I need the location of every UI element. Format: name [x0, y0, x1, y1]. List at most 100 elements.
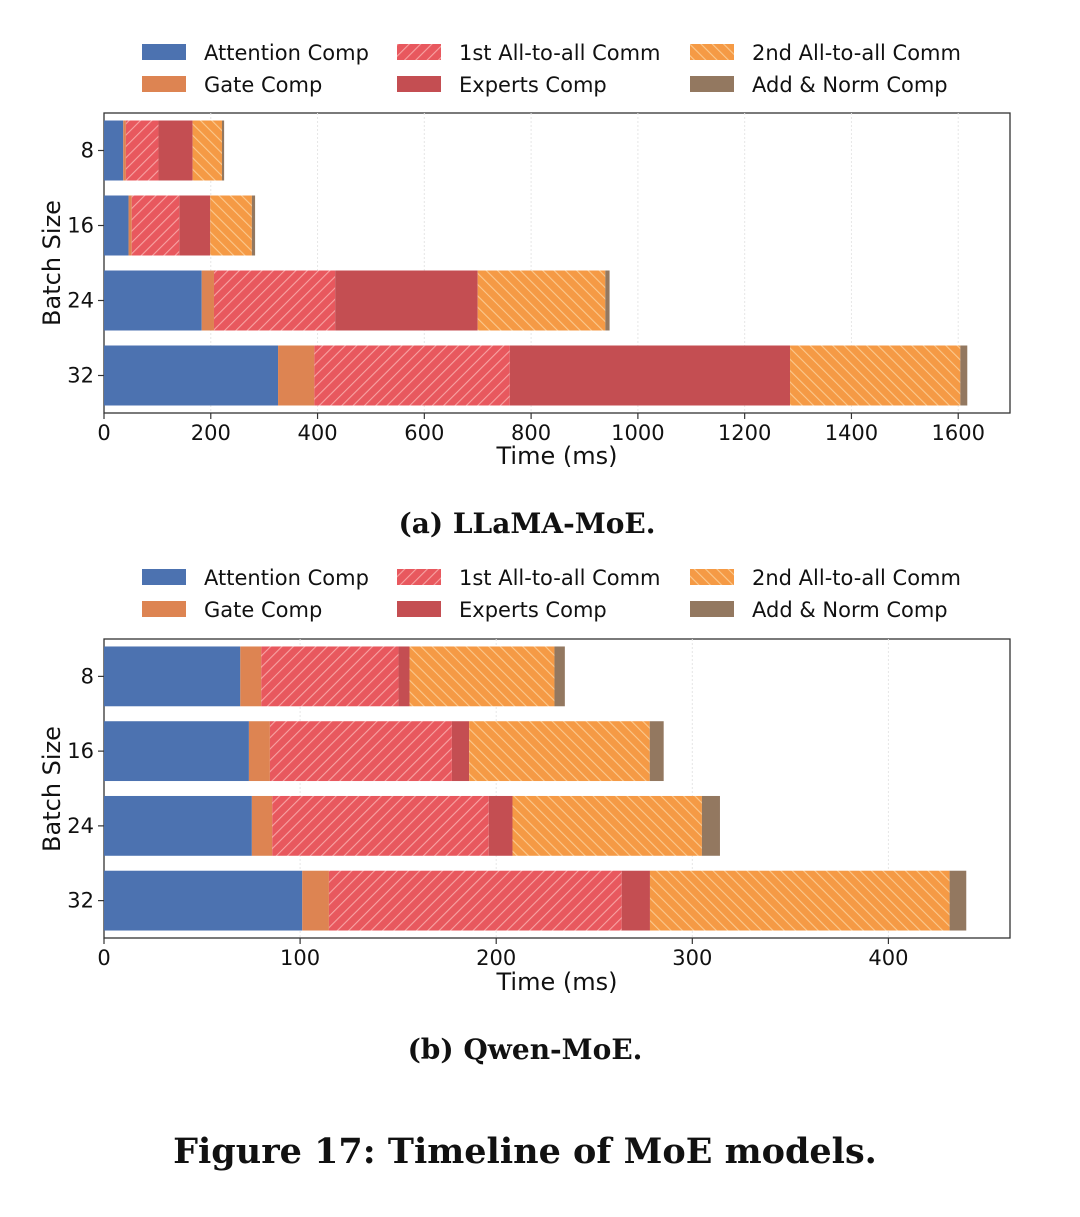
bar-segment-gate-comp: Gate Comp: 6 ms: [128, 195, 132, 256]
legend-label: 2nd All-to-all Comm: [752, 41, 961, 65]
figure-caption: Figure 17: Timeline of MoE models.: [173, 1131, 877, 1172]
bar-segment-gate-comp: Gate Comp: 68 ms: [278, 345, 315, 406]
chart-qwen-moe: Attention Comp 1st All-to-all Comm 2nd All…: [38, 566, 1011, 1066]
bar-row-batch-8: Attention Comp: 69.5 msGate Comp: 10.7 m…: [104, 646, 565, 707]
bar-segment-gate-comp: Gate Comp: 13.6 ms: [302, 870, 329, 931]
bar-row-batch-16: Attention Comp: 73.9 msGate Comp: 10.7 m…: [104, 721, 664, 782]
bar-segment-attention-comp: Attention Comp: 36 ms: [104, 120, 124, 181]
legend-item-add-and-norm-comp: Add & Norm Comp: [690, 73, 948, 97]
legend-swatch: [690, 44, 734, 60]
bar-segment-add-and-norm-comp: Add & Norm Comp: 13 ms: [960, 345, 968, 406]
x-tick-label: 600: [404, 421, 444, 445]
bar-segment-add-and-norm-comp: Add & Norm Comp: 8 ms: [605, 270, 610, 331]
legend-swatch: [397, 76, 441, 92]
legend-item-1st-all-to-all-comm: 1st All-to-all Comm: [397, 566, 661, 590]
y-axis-ticks: 8 16 24 32: [67, 139, 104, 388]
legend-swatch: [397, 601, 441, 617]
bar-segment-add-and-norm-comp: Add & Norm Comp: 8.5 ms: [949, 870, 967, 931]
x-tick-label: 0: [97, 421, 110, 445]
y-tick-label: 24: [67, 814, 94, 838]
bar-segment-2nd-all-to-all-comm: 2nd All-to-all Comm: 92.1 ms: [469, 721, 650, 782]
bar-segment-experts-comp: Experts Comp: 64 ms: [158, 120, 193, 181]
legend-label: Experts Comp: [459, 598, 607, 622]
bar-segment-1st-all-to-all-comm: 1st All-to-all Comm: 89 ms: [131, 195, 180, 256]
legend-swatch: [690, 76, 734, 92]
bar-segment-attention-comp: Attention Comp: 101.1 ms: [104, 870, 303, 931]
chart-llama-moe: Attention Comp 1st All-to-all Comm 2nd All…: [38, 41, 1011, 540]
x-tick-label: 0: [97, 946, 110, 970]
subfigure-caption: (a) LLaMA-MoE.: [398, 507, 655, 540]
x-axis-label: Time (ms): [496, 442, 618, 470]
legend-item-experts-comp: Experts Comp: [397, 73, 607, 97]
subfigure-caption: (b) Qwen-MoE.: [408, 1033, 643, 1066]
bar-segment-gate-comp: Gate Comp: 10.7 ms: [248, 721, 270, 782]
bar-segment-add-and-norm-comp: Add & Norm Comp: 7.1 ms: [649, 721, 664, 782]
legend-swatch: [397, 44, 441, 60]
y-tick-label: 16: [67, 739, 94, 763]
bar-segment-experts-comp: Experts Comp: 12.1 ms: [488, 795, 513, 856]
legend-swatch: [690, 569, 734, 585]
y-axis-ticks: 8 16 24 32: [67, 664, 104, 913]
y-tick-label: 8: [81, 139, 94, 163]
x-tick-label: 400: [868, 946, 908, 970]
x-tick-label: 1600: [931, 421, 984, 445]
bar-row-batch-16: Attention Comp: 46 msGate Comp: 6 ms1st …: [104, 195, 256, 256]
bar-segment-attention-comp: Attention Comp: 69.5 ms: [104, 646, 241, 707]
legend-swatch: [142, 601, 186, 617]
bar-segment-attention-comp: Attention Comp: 183 ms: [104, 270, 202, 331]
bar-segment-1st-all-to-all-comm: 1st All-to-all Comm: 149.3 ms: [328, 870, 622, 931]
x-tick-label: 300: [672, 946, 712, 970]
bar-row-batch-8: Attention Comp: 36 msGate Comp: 5 ms1st …: [104, 120, 225, 181]
x-axis-label: Time (ms): [496, 968, 618, 996]
bar-segment-add-and-norm-comp: Add & Norm Comp: 9.2 ms: [701, 795, 720, 856]
bar-segment-2nd-all-to-all-comm: 2nd All-to-all Comm: 96.6 ms: [512, 795, 702, 856]
x-tick-label: 100: [280, 946, 320, 970]
legend-label: Add & Norm Comp: [752, 598, 948, 622]
y-tick-label: 32: [67, 364, 94, 388]
legend-item-2nd-all-to-all-comm: 2nd All-to-all Comm: [690, 566, 961, 590]
bar-segment-2nd-all-to-all-comm: 2nd All-to-all Comm: 239 ms: [477, 270, 606, 331]
x-tick-label: 800: [511, 421, 551, 445]
bar-segment-gate-comp: Gate Comp: 10.4 ms: [251, 795, 273, 856]
legend-label: Gate Comp: [204, 598, 322, 622]
legend-item-gate-comp: Gate Comp: [142, 73, 322, 97]
bar-segment-attention-comp: Attention Comp: 46 ms: [104, 195, 129, 256]
bar-segment-experts-comp: Experts Comp: 525 ms: [509, 345, 791, 406]
legend-label: 2nd All-to-all Comm: [752, 566, 961, 590]
bar-row-batch-32: Attention Comp: 326 msGate Comp: 68 ms1s…: [104, 345, 968, 406]
bar-segment-experts-comp: Experts Comp: 5.6 ms: [398, 646, 410, 707]
y-tick-label: 8: [81, 664, 94, 688]
legend-item-attention-comp: Attention Comp: [142, 566, 369, 590]
bar-row-batch-32: Attention Comp: 101.1 msGate Comp: 13.6 …: [104, 870, 967, 931]
x-tick-label: 1000: [611, 421, 664, 445]
bars: Attention Comp: 69.5 msGate Comp: 10.7 m…: [104, 646, 967, 931]
x-tick-label: 200: [476, 946, 516, 970]
x-tick-label: 1200: [718, 421, 771, 445]
legend-label: Attention Comp: [204, 41, 369, 65]
legend-item-1st-all-to-all-comm: 1st All-to-all Comm: [397, 41, 661, 65]
legend-swatch: [142, 44, 186, 60]
bar-segment-add-and-norm-comp: Add & Norm Comp: 6 ms: [251, 195, 256, 256]
x-tick-label: 400: [298, 421, 338, 445]
legend-label: Add & Norm Comp: [752, 73, 948, 97]
bar-segment-gate-comp: Gate Comp: 10.7 ms: [240, 646, 262, 707]
bar-segment-1st-all-to-all-comm: 1st All-to-all Comm: 366 ms: [314, 345, 510, 406]
bar-row-batch-24: Attention Comp: 183 msGate Comp: 23 ms1s…: [104, 270, 610, 331]
legend-label: Gate Comp: [204, 73, 322, 97]
x-tick-label: 1400: [825, 421, 878, 445]
bar-row-batch-24: Attention Comp: 75.4 msGate Comp: 10.4 m…: [104, 795, 720, 856]
y-tick-label: 16: [67, 214, 94, 238]
x-axis-ticks: 0 100 200 300 400: [97, 938, 908, 970]
bar-segment-experts-comp: Experts Comp: 8.8 ms: [451, 721, 470, 782]
legend-item-2nd-all-to-all-comm: 2nd All-to-all Comm: [690, 41, 961, 65]
legend-label: 1st All-to-all Comm: [459, 566, 661, 590]
bar-segment-2nd-all-to-all-comm: 2nd All-to-all Comm: 55 ms: [192, 120, 222, 181]
bar-segment-1st-all-to-all-comm: 1st All-to-all Comm: 61 ms: [125, 120, 159, 181]
bar-segment-1st-all-to-all-comm: 1st All-to-all Comm: 227 ms: [213, 270, 336, 331]
legend-swatch: [142, 76, 186, 92]
bar-segment-attention-comp: Attention Comp: 75.4 ms: [104, 795, 252, 856]
legend-item-experts-comp: Experts Comp: [397, 598, 607, 622]
legend-swatch: [397, 569, 441, 585]
bar-segment-add-and-norm-comp: Add & Norm Comp: 5.3 ms: [554, 646, 565, 707]
